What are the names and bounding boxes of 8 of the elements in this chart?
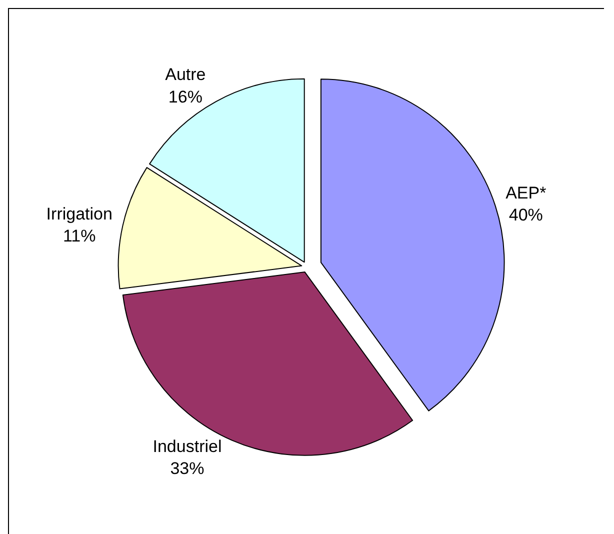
slice-label: Autre xyxy=(165,65,206,84)
slice-label: Irrigation xyxy=(46,204,112,224)
slice-label: Industriel xyxy=(152,437,222,456)
data-label: 16% xyxy=(168,87,202,106)
data-label: 33% xyxy=(170,459,204,478)
slice-label: AEP* xyxy=(506,183,547,202)
data-label: 40% xyxy=(508,205,543,224)
data-label: 11% xyxy=(62,226,96,246)
